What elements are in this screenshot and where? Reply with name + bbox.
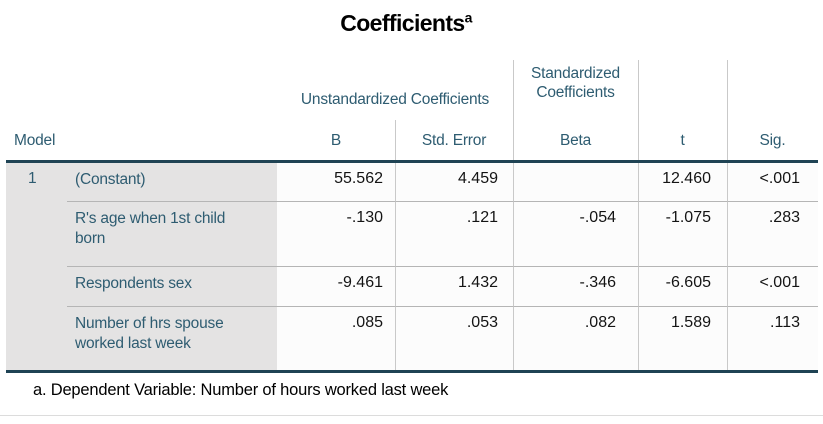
cell-beta-value: -.054 [513, 201, 638, 266]
header-t: t [680, 132, 685, 149]
cell-t-value: 1.589 [638, 306, 727, 370]
cell-b-value: -.130 [277, 201, 395, 266]
table-body: 1 (Constant) 55.562 4.459 12.460 <.001 R… [6, 163, 818, 373]
variable-label-text: (Constant) [75, 171, 146, 188]
header-b: B [330, 132, 342, 149]
cell-b-value: 55.562 [277, 163, 395, 201]
cell-std-error-value: .121 [395, 201, 513, 266]
divider-stderror-beta [513, 60, 514, 160]
divider-beta-t [638, 60, 639, 160]
header-std-error: Std. Error [421, 132, 487, 149]
cell-variable-label: Respondents sex [67, 266, 277, 306]
coefficients-table: Model Unstandardized Coefficients Standa… [6, 58, 818, 373]
variable-label-text: Number of hrs spouse worked last week [75, 315, 224, 352]
dependent-variable-footnote: a. Dependent Variable: Number of hours w… [33, 381, 449, 399]
cell-t-value: 12.460 [638, 163, 727, 201]
header-beta: Beta [559, 132, 592, 149]
header-model: Model [14, 132, 56, 149]
divider-b-stderror [395, 120, 396, 160]
cell-std-error-value: 4.459 [395, 163, 513, 201]
bottom-divider [0, 415, 823, 416]
cell-model-number [6, 266, 67, 306]
variable-label-text: Respondents sex [75, 275, 192, 292]
table-header: Model Unstandardized Coefficients Standa… [6, 58, 818, 163]
cell-beta-value: .082 [513, 306, 638, 370]
cell-model-number [6, 306, 67, 370]
cell-sig-value: <.001 [727, 266, 818, 306]
cell-beta-value: -.346 [513, 266, 638, 306]
cell-b-value: -9.461 [277, 266, 395, 306]
cell-b-value: .085 [277, 306, 395, 370]
cell-t-value: -6.605 [638, 266, 727, 306]
cell-variable-label: R's age when 1st child born [67, 201, 277, 266]
table-title-footnote-marker: a [464, 9, 473, 26]
header-sig: Sig. [759, 132, 786, 149]
cell-model-number [6, 201, 67, 266]
cell-t-value: -1.075 [638, 201, 727, 266]
cell-variable-label: Number of hrs spouse worked last week [67, 306, 277, 370]
table-title: Coefficientsa [0, 10, 812, 37]
cell-sig-value: <.001 [727, 163, 818, 201]
cell-sig-value: .283 [727, 201, 818, 266]
cell-variable-label: (Constant) [67, 163, 277, 201]
cell-beta-value [513, 163, 638, 201]
cell-sig-value: .113 [727, 306, 818, 370]
cell-std-error-value: 1.432 [395, 266, 513, 306]
table-title-text: Coefficients [340, 10, 465, 36]
header-standardized-coefficients: Standardized Coefficients [531, 65, 620, 101]
divider-t-sig [727, 60, 728, 160]
header-unstandardized-coefficients: Unstandardized Coefficients [300, 91, 490, 108]
cell-model-number: 1 [6, 163, 67, 201]
cell-std-error-value: .053 [395, 306, 513, 370]
variable-label-text: R's age when 1st child born [75, 210, 226, 247]
